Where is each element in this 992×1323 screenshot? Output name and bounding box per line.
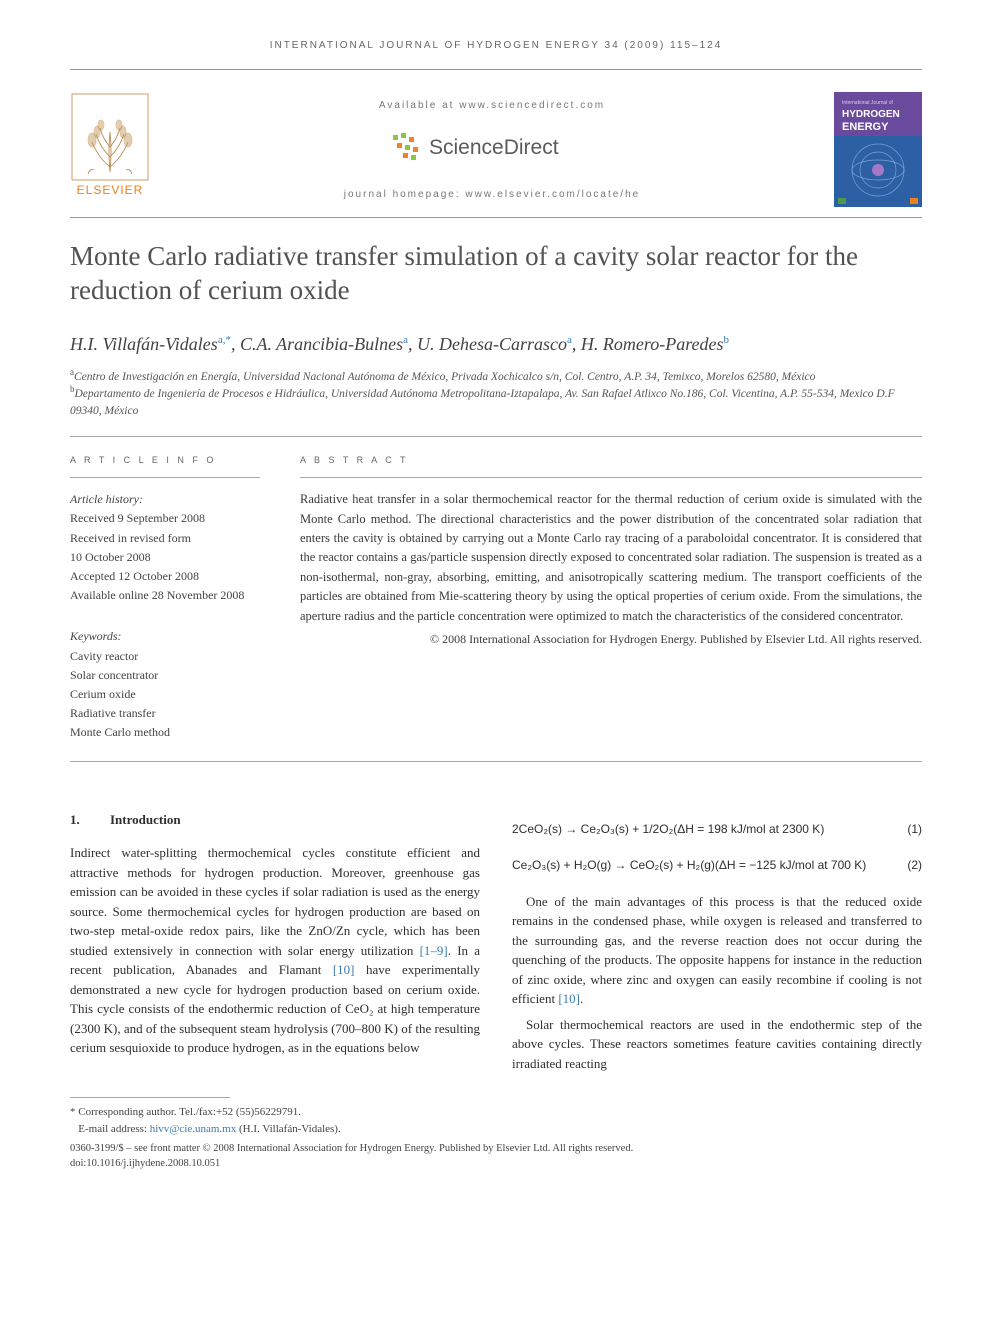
- body-column-left: 1.Introduction Indirect water-splitting …: [70, 810, 480, 1074]
- svg-text:ENERGY: ENERGY: [842, 121, 889, 133]
- svg-text:International Journal of: International Journal of: [842, 100, 893, 106]
- doi-line: doi:10.1016/j.ijhydene.2008.10.051: [70, 1156, 922, 1171]
- abstract-column: A B S T R A C T Radiative heat transfer …: [300, 455, 922, 742]
- running-head: INTERNATIONAL JOURNAL OF HYDROGEN ENERGY…: [70, 40, 922, 51]
- keywords-head: Keywords:: [70, 627, 260, 646]
- info-sub-rule: [70, 477, 260, 478]
- equation-body: 2CeO₂(s) → Ce₂O₃(s) + 1/2O₂(ΔH = 198 kJ/…: [512, 820, 824, 838]
- masthead: ELSEVIER Available at www.sciencedirect.…: [70, 92, 922, 207]
- sciencedirect-logo[interactable]: ScienceDirect: [387, 127, 597, 171]
- copyright-text: © 2008 International Association for Hyd…: [300, 630, 922, 648]
- top-rule: [70, 69, 922, 70]
- abstract-text: Radiative heat transfer in a solar therm…: [300, 490, 922, 626]
- affiliation-b: bDepartamento de Ingeniería de Procesos …: [70, 386, 922, 421]
- abstract-label: A B S T R A C T: [300, 455, 922, 465]
- citation-link[interactable]: [10]: [333, 962, 355, 977]
- article-history: Article history: Received 9 September 20…: [70, 490, 260, 605]
- equation-number: (1): [907, 820, 922, 838]
- email-link[interactable]: hivv@cie.unam.mx: [150, 1123, 237, 1135]
- author-mark: a: [403, 334, 408, 346]
- svg-text:ScienceDirect: ScienceDirect: [429, 136, 559, 159]
- available-at-text: Available at www.sciencedirect.com: [168, 100, 816, 111]
- history-revised-line2: 10 October 2008: [70, 548, 260, 567]
- equation-body: Ce₂O₃(s) + H₂O(g) → CeO₂(s) + H₂(g)(ΔH =…: [512, 856, 866, 874]
- body-column-right: 2CeO₂(s) → Ce₂O₃(s) + 1/2O₂(ΔH = 198 kJ/…: [512, 810, 922, 1074]
- article-info-row: A R T I C L E I N F O Article history: R…: [70, 455, 922, 742]
- keyword: Radiative transfer: [70, 704, 260, 723]
- elsevier-wordmark: ELSEVIER: [77, 183, 144, 197]
- info-rule-bottom: [70, 761, 922, 762]
- article-info-column: A R T I C L E I N F O Article history: R…: [70, 455, 260, 742]
- affiliation-a: aCentro de Investigación en Energía, Uni…: [70, 369, 922, 386]
- email-after: (H.I. Villafán-Vidales).: [236, 1123, 340, 1135]
- intro-paragraph: Indirect water-splitting thermochemical …: [70, 843, 480, 1058]
- history-revised-line1: Received in revised form: [70, 529, 260, 548]
- citation-link[interactable]: [10]: [558, 991, 580, 1006]
- title-rule: [70, 217, 922, 218]
- citation-link[interactable]: [1–9]: [420, 943, 448, 958]
- author-name: H.I. Villafán-Vidales: [70, 334, 218, 354]
- author-name: U. Dehesa-Carrasco: [417, 334, 567, 354]
- section-number: 1.: [70, 810, 110, 830]
- history-accepted: Accepted 12 October 2008: [70, 567, 260, 586]
- masthead-center: Available at www.sciencedirect.com Scien…: [168, 92, 816, 200]
- keyword: Monte Carlo method: [70, 723, 260, 742]
- para-text: One of the main advantages of this proce…: [512, 894, 922, 1007]
- body-paragraph: Solar thermochemical reactors are used i…: [512, 1015, 922, 1074]
- elsevier-logo: ELSEVIER: [70, 92, 150, 201]
- history-received: Received 9 September 2008: [70, 509, 260, 528]
- keyword: Solar concentrator: [70, 666, 260, 685]
- front-matter: 0360-3199/$ – see front matter © 2008 In…: [70, 1141, 922, 1171]
- authors-line: H.I. Villafán-Vidalesa,*, C.A. Arancibia…: [70, 334, 922, 355]
- history-head: Article history:: [70, 490, 260, 509]
- abstract-sub-rule: [300, 477, 922, 478]
- para-text: Indirect water-splitting thermochemical …: [70, 845, 480, 958]
- author-name: C.A. Arancibia-Bulnes: [240, 334, 403, 354]
- article-title: Monte Carlo radiative transfer simulatio…: [70, 240, 922, 308]
- equation-number: (2): [907, 856, 922, 874]
- para-text: .: [580, 991, 583, 1006]
- body-columns: 1.Introduction Indirect water-splitting …: [70, 810, 922, 1074]
- history-online: Available online 28 November 2008: [70, 586, 260, 605]
- author-name: H. Romero-Paredes: [581, 334, 724, 354]
- equation-1: 2CeO₂(s) → Ce₂O₃(s) + 1/2O₂(ΔH = 198 kJ/…: [512, 820, 922, 838]
- homepage-text: journal homepage: www.elsevier.com/locat…: [168, 189, 816, 200]
- info-rule-top: [70, 436, 922, 437]
- keyword: Cerium oxide: [70, 685, 260, 704]
- equation-2: Ce₂O₃(s) + H₂O(g) → CeO₂(s) + H₂(g)(ΔH =…: [512, 856, 922, 874]
- affiliations: aCentro de Investigación en Energía, Uni…: [70, 369, 922, 421]
- section-heading: 1.Introduction: [70, 810, 480, 830]
- email-line: E-mail address: hivv@cie.unam.mx (H.I. V…: [70, 1121, 922, 1138]
- footnotes: * Corresponding author. Tel./fax:+52 (55…: [70, 1104, 922, 1137]
- journal-cover-thumbnail: International Journal of HYDROGEN ENERGY: [834, 92, 922, 207]
- front-matter-line: 0360-3199/$ – see front matter © 2008 In…: [70, 1141, 922, 1156]
- corresponding-author: * Corresponding author. Tel./fax:+52 (55…: [70, 1104, 922, 1121]
- article-info-label: A R T I C L E I N F O: [70, 455, 260, 465]
- body-paragraph: One of the main advantages of this proce…: [512, 892, 922, 1009]
- author-mark: a,*: [218, 334, 231, 346]
- keywords-block: Keywords: Cavity reactor Solar concentra…: [70, 627, 260, 742]
- keyword: Cavity reactor: [70, 647, 260, 666]
- author-mark: b: [724, 334, 730, 346]
- section-title: Introduction: [110, 812, 181, 827]
- author-mark: a: [567, 334, 572, 346]
- svg-text:HYDROGEN: HYDROGEN: [842, 109, 900, 120]
- footnote-rule: [70, 1097, 230, 1098]
- email-label: E-mail address:: [78, 1123, 149, 1135]
